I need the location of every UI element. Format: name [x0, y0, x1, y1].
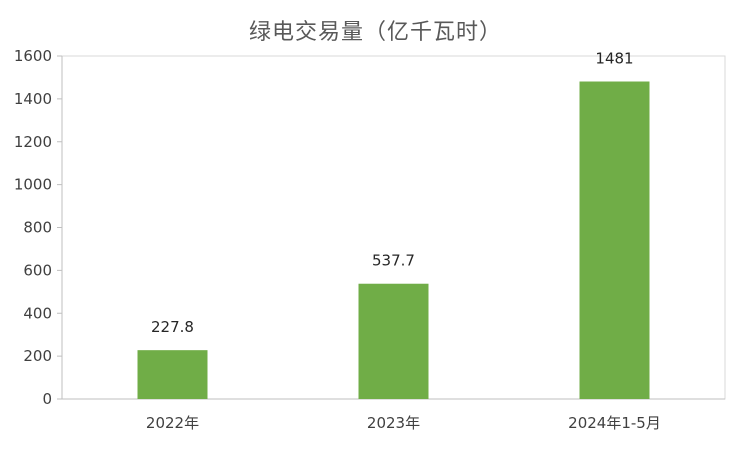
chart-title: 绿电交易量（亿千瓦时） — [248, 20, 502, 45]
x-tick-label-1: 2022年 — [146, 414, 199, 432]
y-tick-label: 0 — [42, 390, 52, 408]
x-tick-label-2: 2023年 — [367, 414, 420, 432]
y-tick-label: 1000 — [14, 176, 52, 194]
bar-1 — [137, 350, 208, 399]
y-tick-label: 400 — [23, 304, 52, 322]
bar-3 — [579, 81, 650, 400]
y-tick-label: 1600 — [14, 47, 52, 65]
data-label-2: 537.7 — [372, 252, 415, 270]
y-tick-label: 200 — [23, 347, 52, 365]
bar-2 — [358, 283, 429, 399]
y-tick-label: 1200 — [14, 133, 52, 151]
data-label-1: 227.8 — [151, 318, 194, 336]
y-tick-label: 1400 — [14, 90, 52, 108]
y-tick-label: 600 — [23, 261, 52, 279]
x-tick-label-3: 2024年1-5月 — [568, 414, 661, 432]
y-tick-label: 800 — [23, 219, 52, 237]
data-label-3: 1481 — [595, 50, 633, 68]
